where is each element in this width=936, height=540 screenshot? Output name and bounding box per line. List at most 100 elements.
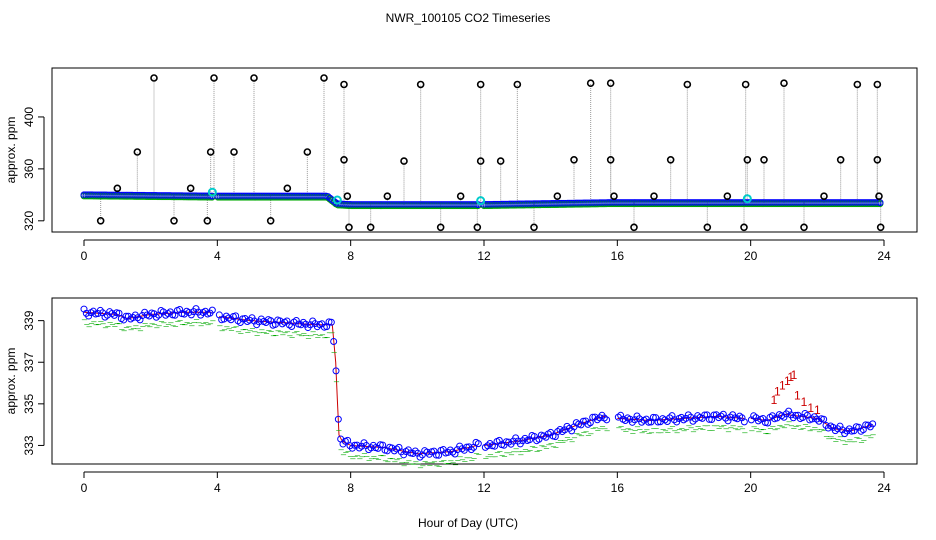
anomaly-marker: 1 <box>814 403 821 417</box>
x-tick-label: 8 <box>347 249 354 263</box>
data-point-blue <box>519 437 527 445</box>
data-point-black <box>366 223 375 232</box>
data-point-green: _ <box>447 451 454 461</box>
data-point-blue <box>792 411 800 419</box>
data-point-black <box>416 80 425 89</box>
data-point-green: _ <box>536 440 543 450</box>
data-point-cyan <box>207 187 217 197</box>
data-point-green: _ <box>604 421 611 431</box>
top-plot-frame <box>51 67 918 233</box>
bottom-plot-frame <box>51 297 918 465</box>
data-point-green: _ <box>485 447 492 457</box>
data-point-green: _ <box>543 438 550 448</box>
data-point-black <box>303 148 312 156</box>
data-point-green: _ <box>289 328 296 338</box>
data-point-green: _ <box>226 319 233 329</box>
data-point-green: _ <box>324 328 331 338</box>
data-point-black <box>170 217 178 225</box>
data-point-green: _ <box>520 442 527 452</box>
data-point-green: _ <box>858 432 865 442</box>
data-point-blue <box>813 415 821 423</box>
data-point-green: _ <box>783 415 790 425</box>
data-point-blue <box>358 442 366 450</box>
data-point-green: _ <box>275 321 282 331</box>
data-point-green: _ <box>723 419 730 429</box>
data-point-green: _ <box>163 316 170 326</box>
data-point-green: _ <box>107 313 114 323</box>
data-point-green: _ <box>802 414 809 424</box>
data-point-green: _ <box>97 311 104 321</box>
data-point-blue <box>152 313 160 321</box>
data-point-blue <box>444 448 452 456</box>
data-point-green: _ <box>310 322 317 332</box>
data-point-green: _ <box>298 326 305 336</box>
y-tick-label: 400 <box>22 107 36 127</box>
data-point-green: _ <box>130 319 137 329</box>
data-point-black <box>853 80 862 89</box>
data-point-blue <box>416 453 424 461</box>
data-point-green: _ <box>258 320 265 330</box>
data-point-green: _ <box>326 323 333 333</box>
data-point-green: _ <box>690 422 697 432</box>
data-point-green: _ <box>335 420 342 430</box>
data-point-green: _ <box>499 446 506 456</box>
data-point-black <box>875 192 883 200</box>
data-point-black <box>473 223 482 232</box>
x-tick-label: 8 <box>347 481 354 495</box>
data-point-green: _ <box>429 453 436 463</box>
data-point-green: _ <box>191 313 198 323</box>
data-point-green: _ <box>158 312 165 322</box>
data-point-blue <box>617 411 625 419</box>
data-point-green: _ <box>524 442 531 452</box>
x-tick-label: 4 <box>214 249 221 263</box>
data-point-green: _ <box>527 441 534 451</box>
data-point-black <box>703 223 712 232</box>
data-point-black <box>740 223 748 232</box>
data-point-black <box>606 155 615 164</box>
data-point-green: _ <box>172 316 179 326</box>
data-point-green: _ <box>473 443 480 453</box>
data-point-green: _ <box>704 416 711 426</box>
x-tick-label: 12 <box>477 249 491 263</box>
data-point-green: _ <box>751 417 758 427</box>
data-point-green: _ <box>144 316 151 326</box>
data-point-green: _ <box>300 323 307 333</box>
x-tick-label: 4 <box>214 481 221 495</box>
data-point-green: _ <box>240 320 247 330</box>
data-point-green: _ <box>419 456 426 466</box>
data-point-green: _ <box>597 419 604 429</box>
data-point-green: _ <box>669 417 676 427</box>
bottom-data-points: ________________________________________… <box>80 305 877 468</box>
data-point-green: _ <box>846 430 853 440</box>
data-point-green: _ <box>291 323 298 333</box>
data-point-green: _ <box>592 418 599 428</box>
data-point-green: _ <box>361 444 368 454</box>
data-point-blue <box>764 419 772 427</box>
data-point-green: _ <box>202 312 209 322</box>
data-point-green: _ <box>352 446 359 456</box>
data-point-green: _ <box>517 445 524 455</box>
data-point-green: _ <box>622 421 629 431</box>
data-point-green: _ <box>804 416 811 426</box>
data-point-black <box>210 74 218 82</box>
data-point-green: _ <box>247 321 254 331</box>
data-point-green: _ <box>569 432 576 442</box>
data-point-green: _ <box>408 454 415 464</box>
x-tick-label: 0 <box>81 249 88 263</box>
data-point-green: _ <box>732 419 739 429</box>
data-point-green: _ <box>587 424 594 434</box>
data-point-blue <box>390 447 398 455</box>
data-point-black <box>133 148 142 156</box>
data-point-green: _ <box>676 419 683 429</box>
data-point-green: _ <box>471 448 478 458</box>
data-point-black <box>436 223 445 232</box>
data-point-black <box>400 157 408 165</box>
data-point-green: _ <box>256 323 263 333</box>
y-tick-label: 360 <box>22 159 36 179</box>
data-point-green: _ <box>198 316 205 326</box>
data-point-green: _ <box>139 317 146 327</box>
anomaly-marker: 1 <box>787 370 794 384</box>
data-point-blue <box>638 418 646 426</box>
x-tick-label: 20 <box>744 249 758 263</box>
data-point-green: _ <box>282 323 289 333</box>
